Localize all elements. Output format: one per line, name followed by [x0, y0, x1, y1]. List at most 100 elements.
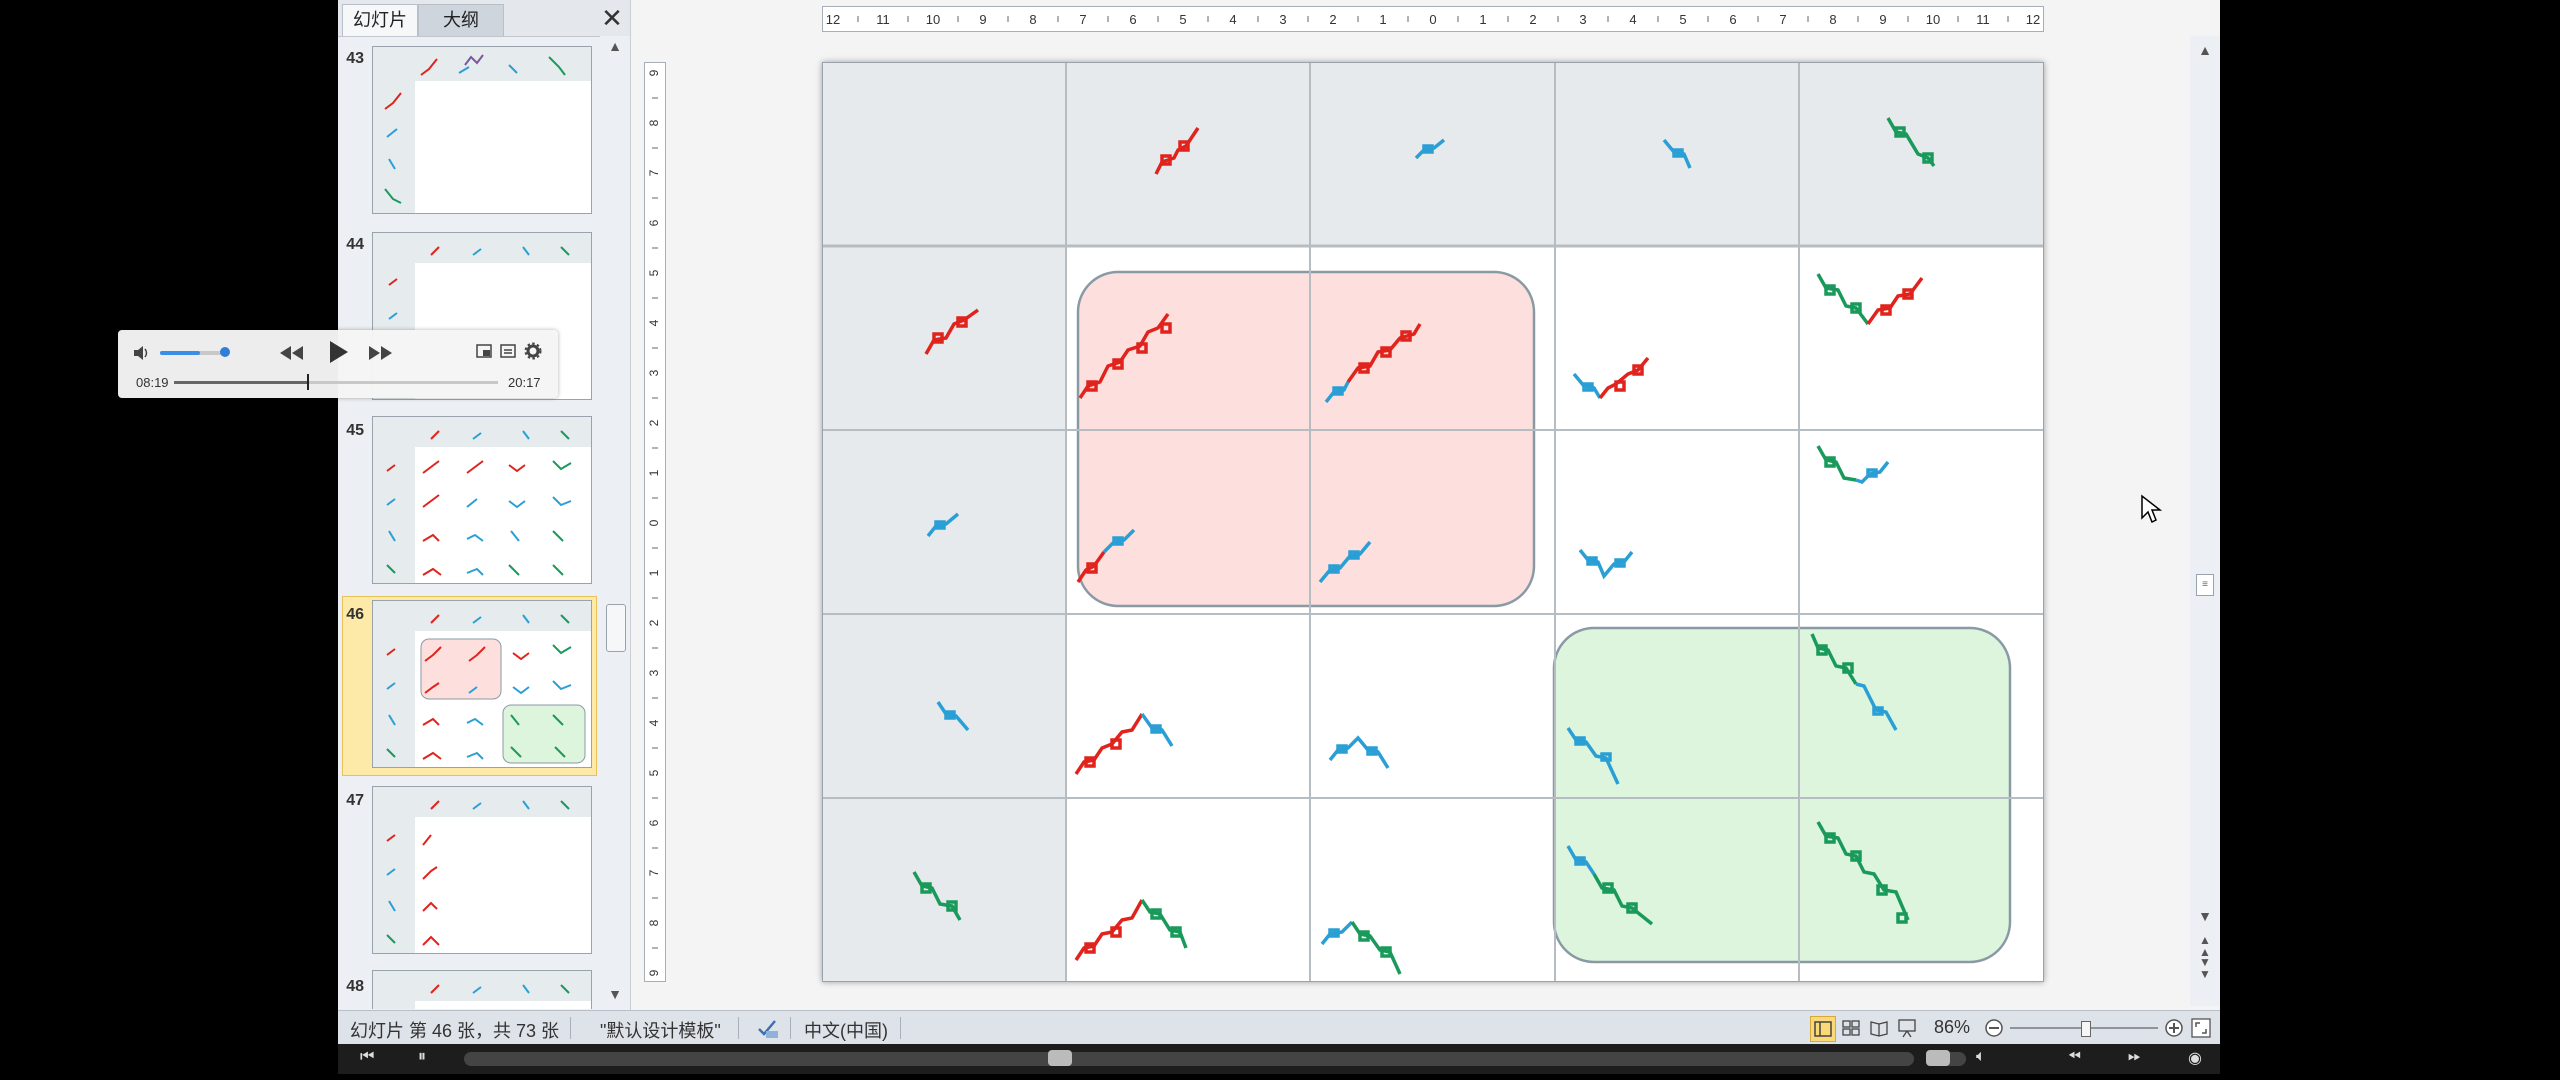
candle-pattern-red	[1074, 713, 1144, 775]
thumbnail-content	[373, 417, 591, 583]
ruler-label: 2	[647, 619, 661, 626]
reading-view-icon[interactable]	[1868, 1017, 1890, 1039]
slide-canvas[interactable]	[821, 61, 2045, 983]
thumbnail-content	[373, 47, 591, 213]
ruler-label: 12	[2026, 12, 2040, 27]
candle-pattern-blue	[1318, 540, 1372, 584]
ruler-label: 1	[1379, 12, 1386, 27]
horizontal-ruler: 12 11 10 9 8 7 6 5 4 3 2 1 0 1 2 3 4 5 6 7 8 9 10 11 12	[822, 6, 2044, 32]
ruler-label: 3	[1279, 12, 1286, 27]
video-control-bar: ⏮ ⏸ 🔈︎ ⏪︎ ⏩︎ ◉	[338, 1044, 2220, 1074]
candle-pattern-blue	[1578, 548, 1634, 580]
captions-icon[interactable]	[500, 344, 516, 358]
pause-icon[interactable]: ⏸	[418, 1048, 427, 1065]
media-player-overlay[interactable]: 08:19 20:17	[118, 330, 558, 398]
ruler-label: 8	[647, 119, 661, 126]
gear-icon[interactable]	[524, 342, 542, 360]
candle-pattern-blue	[1320, 920, 1354, 946]
close-icon[interactable]: ✕	[601, 3, 623, 33]
scroll-up-icon[interactable]: ▲	[608, 38, 622, 54]
scroll-down-icon[interactable]: ▼	[2198, 908, 2212, 924]
slide-sorter-icon[interactable]	[1840, 1017, 1862, 1039]
ruler-label: 6	[1729, 12, 1736, 27]
previous-slide-icon[interactable]: ▲ ▲	[2199, 933, 2211, 959]
ruler-label: 12	[826, 12, 840, 27]
fast-forward-icon[interactable]: ⏩︎	[2128, 1048, 2141, 1065]
slideshow-icon[interactable]	[1896, 1017, 1918, 1039]
zoom-out-icon[interactable]	[1984, 1018, 2004, 1038]
fit-to-window-icon[interactable]	[2190, 1017, 2212, 1039]
previous-icon[interactable]: ⏮	[360, 1048, 375, 1065]
volume-icon[interactable]: 🔈︎	[1976, 1048, 1986, 1065]
slide-number: 45	[346, 422, 364, 439]
ruler-label: 5	[647, 769, 661, 776]
ruler-label: 0	[647, 519, 661, 526]
spellcheck-icon[interactable]	[756, 1017, 780, 1039]
rewind-icon[interactable]	[278, 342, 304, 364]
ruler-label: 6	[647, 819, 661, 826]
seek-bar[interactable]	[174, 381, 498, 384]
total-time: 20:17	[508, 375, 541, 390]
language[interactable]: 中文(中国)	[804, 1021, 888, 1041]
slide-scrollbar[interactable]: ▲ ≡ ▼ ▲ ▲ ▼ ▼	[2190, 36, 2220, 1006]
slide-thumbnail-47[interactable]	[372, 786, 592, 954]
candle-pattern-green	[1816, 445, 1857, 482]
slide-number: 43	[346, 50, 364, 67]
candle-pattern-red	[1598, 356, 1650, 400]
current-time: 08:19	[136, 375, 169, 390]
tab-slides[interactable]: 幻灯片	[342, 4, 418, 36]
candle-pattern-red	[1866, 276, 1924, 326]
scrollbar-thumb[interactable]	[606, 604, 626, 652]
play-icon[interactable]	[326, 338, 350, 366]
vertical-ruler: 9 8 7 6 5 4 3 2 1 0 1 2 3 4 5 6 7 8 9	[644, 62, 666, 982]
settings-icon[interactable]: ◉	[2188, 1050, 2202, 1067]
ruler-label: 2	[1329, 12, 1336, 27]
candle-pattern-green	[1816, 821, 1910, 924]
scrollbar-thumb[interactable]: ≡	[2196, 574, 2214, 596]
theme-name[interactable]: "默认设计模板"	[600, 1021, 721, 1041]
panel-tabs: 幻灯片 大纲 ✕	[338, 0, 630, 37]
zoom-level[interactable]: 86%	[1934, 1017, 1971, 1037]
next-slide-icon[interactable]: ▼ ▼	[2199, 955, 2211, 981]
ruler-label: 9	[1879, 12, 1886, 27]
seek-handle[interactable]	[306, 374, 309, 390]
candle-pattern-blue	[1140, 712, 1174, 747]
rewind-icon[interactable]: ⏪︎	[2068, 1048, 2081, 1065]
pip-icon[interactable]	[476, 344, 492, 358]
ruler-label: 9	[647, 69, 661, 76]
mouse-cursor-icon	[2141, 494, 2162, 524]
slide-thumbnail-43[interactable]	[372, 46, 592, 214]
slide-thumbnail-45[interactable]	[372, 416, 592, 584]
slide-thumbnail-48[interactable]	[372, 970, 592, 1009]
ruler-label: 7	[647, 869, 661, 876]
candle-pattern-red	[1154, 127, 1200, 175]
slide-thumbnail-46[interactable]	[372, 600, 592, 768]
tab-outline[interactable]: 大纲	[418, 4, 504, 36]
ruler-ticks: 12 11 10 9 8 7 6 5 4 3 2 1 0 1 2 3 4 5 6 7 8 9 10 11 12	[826, 12, 2040, 27]
volume-slider-handle[interactable]	[220, 347, 230, 357]
video-volume-handle[interactable]	[1926, 1050, 1950, 1066]
scroll-down-icon[interactable]: ▼	[608, 986, 622, 1002]
candle-pattern-red	[1076, 550, 1106, 583]
ruler-ticks: 9 8 7 6 5 4 3 2 1 0 1 2 3 4 5 6 7 8 9	[647, 69, 661, 976]
divider	[738, 1017, 739, 1039]
candle-pattern-green	[912, 871, 962, 921]
volume-slider[interactable]	[160, 351, 226, 355]
video-seek-bar[interactable]	[464, 1052, 1914, 1066]
normal-view-icon[interactable]	[1810, 1016, 1836, 1042]
zoom-in-icon[interactable]	[2164, 1018, 2184, 1038]
ruler-label: 9	[647, 969, 661, 976]
ruler-label: 6	[647, 219, 661, 226]
ruler-label: 5	[647, 269, 661, 276]
ruler-label: 1	[647, 469, 661, 476]
video-seek-handle[interactable]	[1048, 1050, 1072, 1066]
zoom-slider-handle[interactable]	[2081, 1021, 2091, 1037]
ruler-label: 0	[1429, 12, 1436, 27]
thumbnail-scrollbar[interactable]: ▲ ▼	[600, 36, 630, 1010]
scroll-up-icon[interactable]: ▲	[2198, 42, 2212, 58]
fast-forward-icon[interactable]	[368, 342, 394, 364]
thumbnail-content	[373, 971, 591, 1009]
volume-icon[interactable]	[132, 344, 152, 362]
slide-info: 幻灯片 第 46 张，共 73 张	[350, 1021, 560, 1041]
ruler-label: 7	[647, 169, 661, 176]
